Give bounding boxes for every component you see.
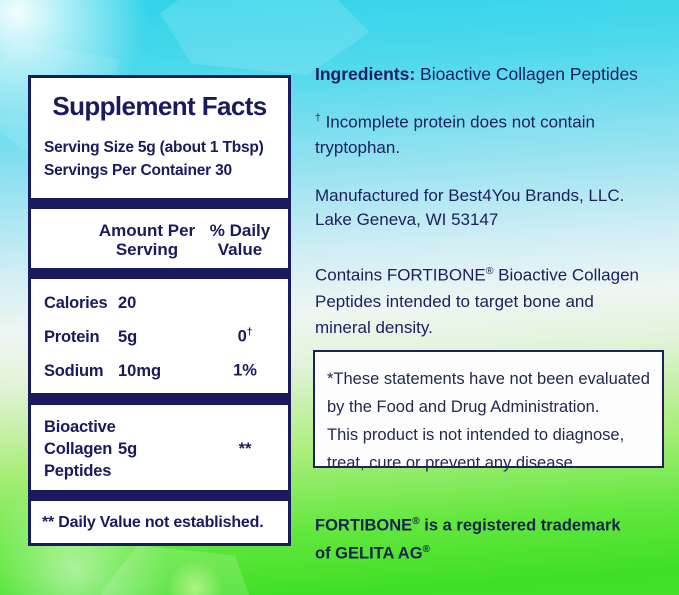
note-text: Incomplete protein does not contain tryp… [315,112,595,157]
header-spacer [44,221,94,259]
serving-info: Serving Size 5g (about 1 Tbsp) Servings … [44,136,277,182]
divider-bar [31,393,288,405]
table-row-calories: Calories 20 [44,291,280,315]
contains-text: Bioactive Collagen Peptides intended to … [315,265,639,337]
nutrient-label: Protein [44,327,100,346]
dv-superscript: † [246,327,253,339]
table-column-headers: Amount Per Serving % Daily Value [44,221,280,259]
nutrient-daily-value: 0† [210,327,280,347]
nutrient-amount: 5g [118,327,138,346]
trademark-brand: FORTIBONE [315,516,413,535]
nutrient-amount: 5g [118,439,138,458]
fda-disclaimer-box: *These statements have not been evaluate… [313,350,664,472]
background-facet [100,545,250,595]
serving-size: Serving Size 5g (about 1 Tbsp) [44,139,264,156]
nutrient-amount: 20 [118,293,137,312]
incomplete-protein-note: † Incomplete protein does not contain tr… [315,106,667,160]
registered-trademark-symbol: ® [412,516,420,527]
ingredients-value: Bioactive Collagen Peptides [415,64,638,84]
table-row-sodium: Sodium 10mg 1% [44,359,280,383]
nutrient-amount: 10mg [118,361,162,380]
registered-trademark-symbol: ® [485,265,494,277]
servings-per-container: Servings Per Container 30 [44,162,232,179]
dv-value: 0 [237,327,247,346]
fda-disclaimer-text: *These statements have not been evaluate… [327,370,650,472]
panel-title: Supplement Facts [52,91,267,121]
divider-bar [31,268,288,279]
registered-trademark-symbol: ® [422,543,431,555]
dagger-symbol: † [315,112,321,124]
manufacturer-info: Manufactured for Best4You Brands, LLC. L… [315,186,625,229]
daily-value-footnote: ** Daily Value not established. [42,514,264,531]
supplement-facts-panel: Supplement Facts Serving Size 5g (about … [28,75,291,546]
amount-per-serving-header: Amount Per Serving [98,221,196,259]
table-row-protein: Protein 5g 0† [44,325,280,349]
daily-value-header: % Daily Value [209,221,271,259]
contains-text: Contains FORTIBONE [315,265,486,285]
nutrient-rows: Calories 20 Protein 5g 0† Sodium 10mg 1% [44,291,280,383]
dv-value: 1% [233,361,257,380]
ingredients-line: Ingredients: Bioactive Collagen Peptides [315,62,667,86]
divider-bar [31,198,288,209]
divider-bar [31,490,288,501]
nutrient-label: Calories [44,293,108,312]
contains-statement: Contains FORTIBONE® Bioactive Collagen P… [315,258,667,341]
nutrient-daily-value: 1% [210,361,280,381]
table-row-collagen-peptides: Bioactive Collagen Peptides 5g ** [44,416,280,482]
trademark-text: is a registered trademark of GELITA AG [315,516,621,563]
nutrient-label: Bioactive Collagen Peptides [44,418,116,480]
trademark-notice: FORTIBONE® is a registered trademark of … [315,510,667,565]
nutrient-label: Sodium [44,361,104,380]
ingredients-label: Ingredients: [315,64,416,84]
nutrient-daily-value: ** [238,439,252,458]
